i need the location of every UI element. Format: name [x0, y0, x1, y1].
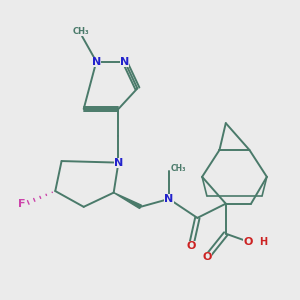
Text: CH₃: CH₃ [171, 164, 186, 173]
Polygon shape [114, 193, 141, 208]
Text: N: N [92, 57, 101, 67]
Text: O: O [186, 241, 196, 251]
Text: N: N [114, 158, 123, 168]
Text: H: H [260, 237, 268, 247]
Text: N: N [120, 57, 129, 67]
Text: N: N [164, 194, 174, 204]
Text: O: O [202, 252, 212, 262]
Text: F: F [18, 199, 26, 209]
Text: O: O [243, 237, 253, 247]
Text: CH₃: CH₃ [72, 27, 89, 36]
